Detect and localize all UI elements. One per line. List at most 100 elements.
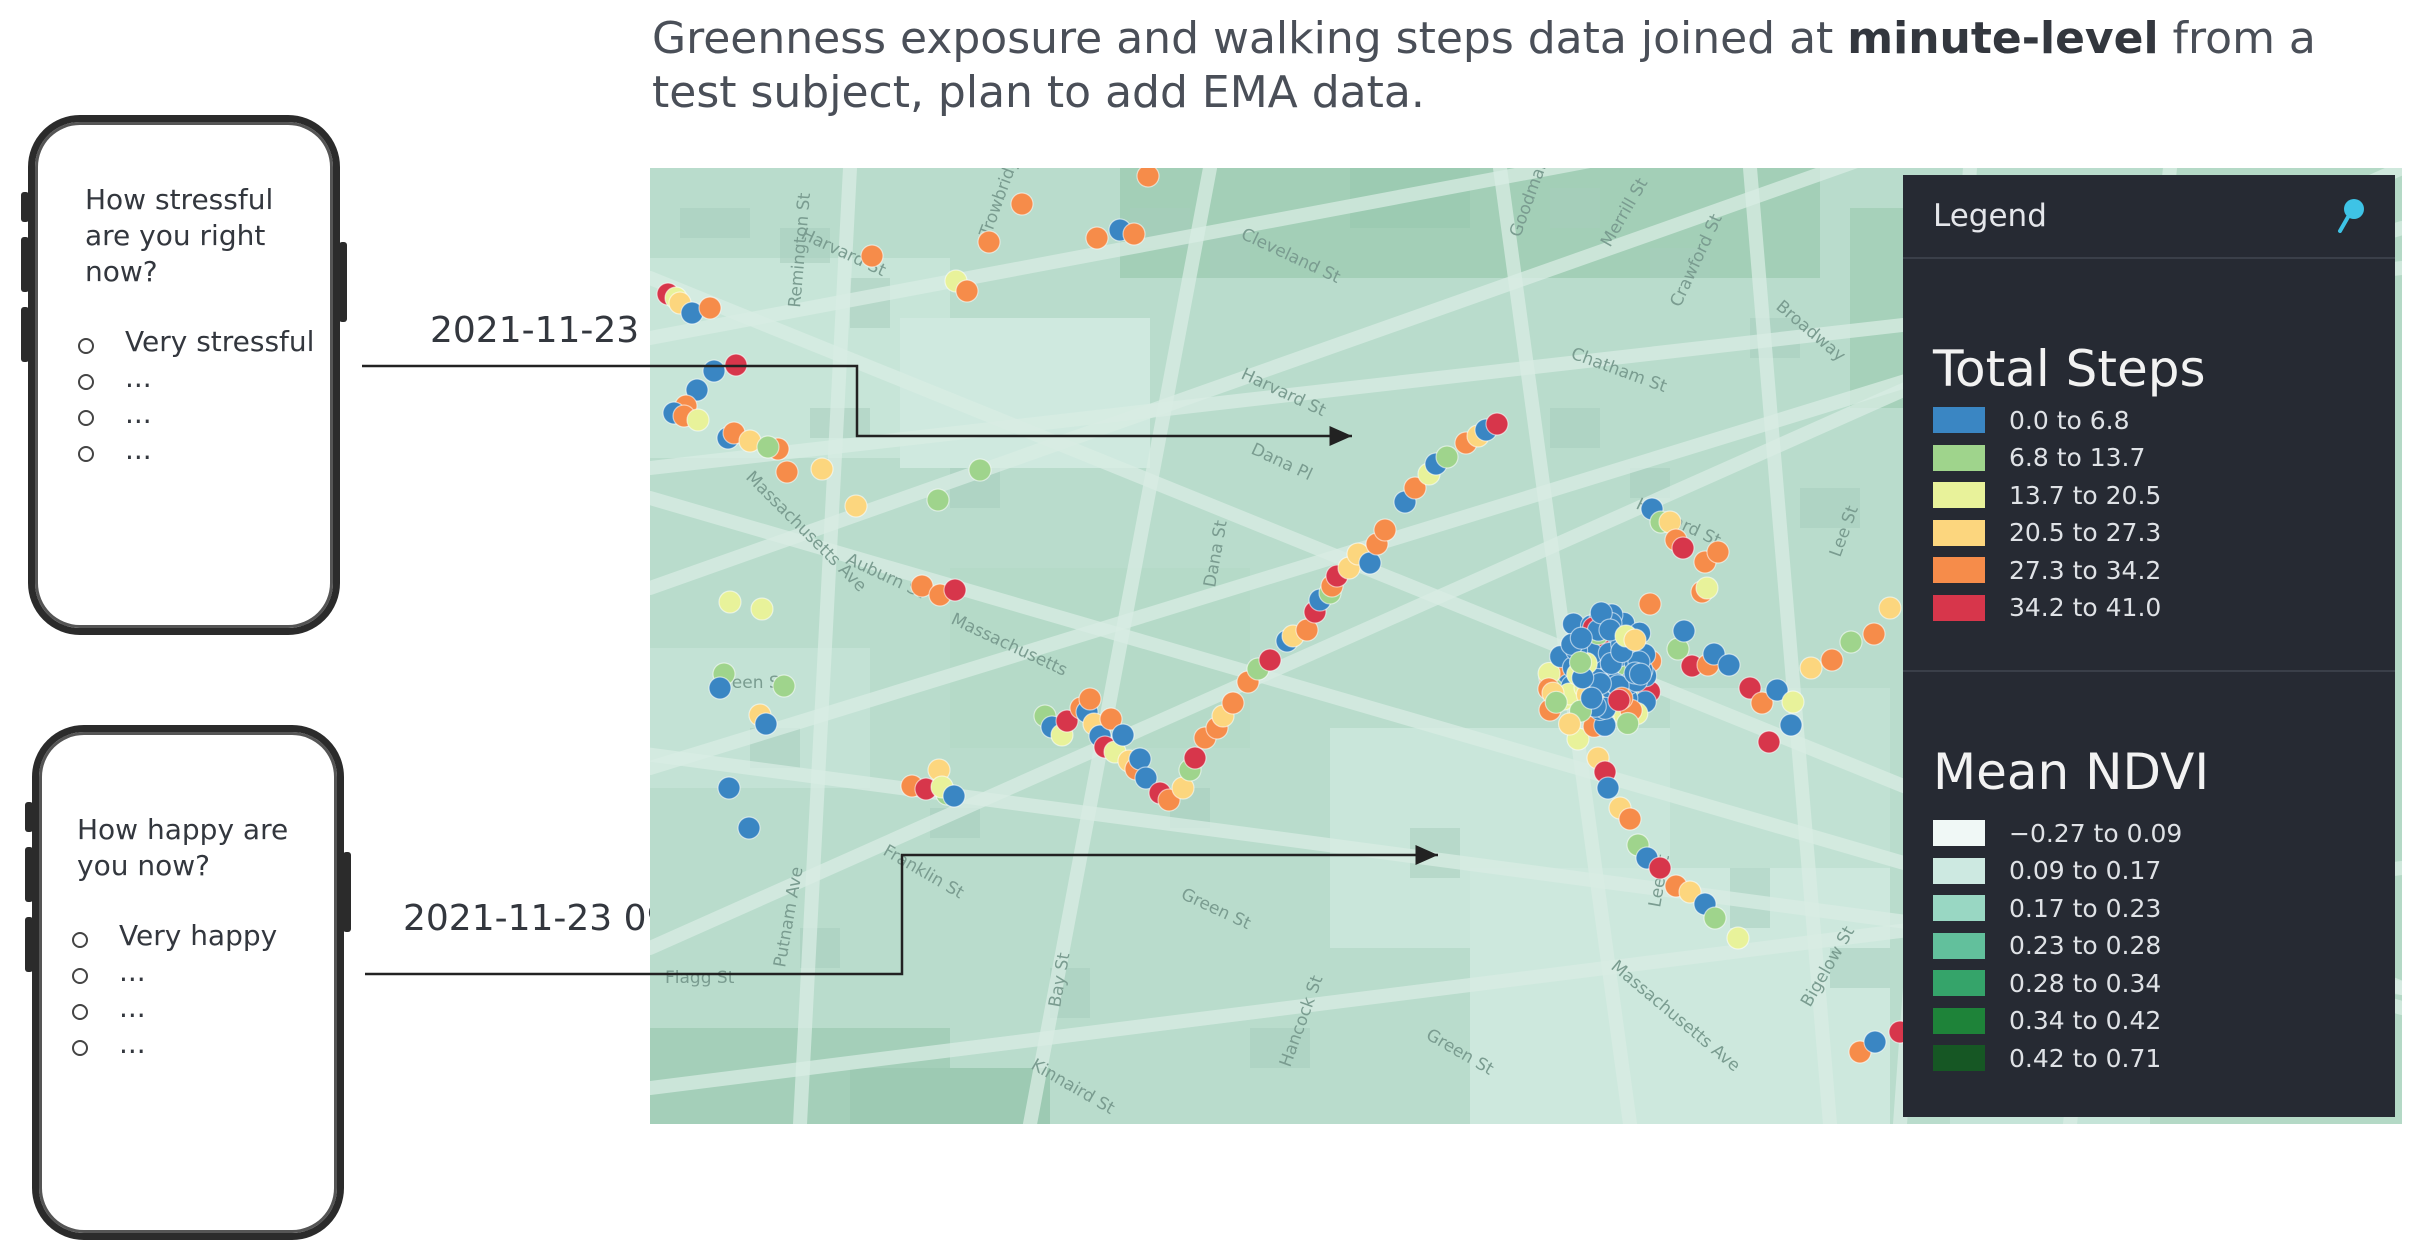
step-point[interactable]: [718, 590, 742, 614]
step-point[interactable]: [1695, 576, 1719, 600]
step-point[interactable]: [708, 676, 732, 700]
step-point[interactable]: [1671, 536, 1695, 560]
legend-label: 0.23 to 0.28: [2009, 931, 2162, 960]
phone-stress-survey: How stressful are you right now? Very st…: [21, 115, 347, 635]
step-point[interactable]: [1638, 592, 1662, 616]
step-point[interactable]: [1568, 650, 1593, 675]
step-point[interactable]: [1706, 540, 1730, 564]
street-label: Flagg St: [665, 968, 735, 988]
step-point[interactable]: [810, 457, 834, 481]
survey-option[interactable]: ...: [69, 1026, 329, 1062]
survey-option[interactable]: ...: [69, 990, 329, 1026]
step-point[interactable]: [1111, 723, 1135, 747]
legend-entry: 34.2 to 41.0: [1933, 593, 2161, 623]
survey-option[interactable]: ...: [75, 432, 315, 468]
legend-swatch: [1933, 895, 1985, 921]
legend-swatch: [1933, 820, 1985, 846]
survey-option[interactable]: Very stressful: [75, 324, 315, 360]
step-point[interactable]: [1122, 222, 1146, 246]
step-point[interactable]: [968, 458, 992, 482]
step-point[interactable]: [1607, 688, 1631, 712]
step-point[interactable]: [1085, 226, 1109, 250]
step-point[interactable]: [1628, 662, 1653, 686]
survey-option[interactable]: ...: [75, 396, 315, 432]
step-point[interactable]: [1183, 746, 1207, 770]
step-point[interactable]: [717, 776, 741, 800]
step-point[interactable]: [1757, 730, 1781, 754]
step-point[interactable]: [1703, 906, 1727, 930]
step-point[interactable]: [1435, 445, 1459, 469]
step-point[interactable]: [1618, 807, 1642, 831]
step-point[interactable]: [1862, 622, 1886, 646]
legend-entry: 0.17 to 0.23: [1933, 893, 2161, 923]
step-point[interactable]: [1596, 776, 1620, 800]
step-point[interactable]: [1648, 856, 1672, 880]
step-point[interactable]: [1580, 686, 1604, 710]
step-point[interactable]: [943, 578, 967, 602]
step-point[interactable]: [756, 435, 780, 459]
step-point[interactable]: [1623, 628, 1647, 652]
step-point[interactable]: [1373, 518, 1397, 542]
step-point[interactable]: [775, 460, 799, 484]
survey-option[interactable]: ...: [75, 360, 315, 396]
step-point[interactable]: [926, 488, 950, 512]
step-point[interactable]: [1799, 656, 1823, 680]
legend-swatch: [1933, 444, 1985, 471]
legend-entry: 13.7 to 20.5: [1933, 480, 2161, 510]
legend-label: 0.17 to 0.23: [2009, 893, 2162, 923]
step-point[interactable]: [1010, 192, 1034, 216]
legend-label: 0.42 to 0.71: [2009, 1043, 2162, 1073]
step-point[interactable]: [1221, 691, 1245, 715]
step-point[interactable]: [1485, 412, 1509, 436]
step-point[interactable]: [977, 230, 1001, 254]
step-point[interactable]: [686, 408, 710, 432]
step-point[interactable]: [1878, 596, 1902, 620]
step-point[interactable]: [1557, 712, 1582, 736]
step-point[interactable]: [1726, 926, 1750, 950]
survey-option[interactable]: ...: [69, 954, 329, 990]
step-point[interactable]: [1569, 626, 1593, 650]
legend-swatch: [1933, 594, 1985, 621]
step-point[interactable]: [942, 784, 966, 808]
legend-header: Legend: [1903, 175, 2395, 259]
step-point[interactable]: [1136, 168, 1160, 188]
step-point[interactable]: [1544, 690, 1568, 714]
step-point[interactable]: [1403, 476, 1427, 500]
step-point[interactable]: [1820, 648, 1844, 672]
step-point[interactable]: [750, 597, 774, 621]
step-point[interactable]: [860, 244, 884, 268]
legend-entry: 6.8 to 13.7: [1933, 443, 2145, 473]
step-point[interactable]: [1078, 687, 1102, 711]
legend-label: −0.27 to 0.09: [2009, 818, 2183, 848]
step-point[interactable]: [724, 353, 748, 377]
step-point[interactable]: [772, 674, 796, 698]
legend-label: 0.09 to 0.17: [2009, 856, 2162, 885]
step-point[interactable]: [754, 712, 778, 736]
step-point[interactable]: [844, 494, 868, 518]
legend-entry: 0.34 to 0.42: [1933, 1006, 2161, 1036]
step-point[interactable]: [955, 279, 979, 303]
legend-steps-title: Total Steps: [1933, 340, 2206, 398]
step-point[interactable]: [1134, 766, 1158, 790]
step-point[interactable]: [1750, 691, 1774, 715]
step-point[interactable]: [698, 296, 722, 320]
step-point[interactable]: [702, 359, 726, 383]
legend-entry: 0.42 to 0.71: [1933, 1043, 2161, 1073]
legend-swatch: [1933, 407, 1985, 433]
title-text: Greenness exposure and walking steps dat…: [652, 13, 1848, 64]
step-point[interactable]: [1839, 630, 1863, 654]
step-point[interactable]: [1765, 678, 1789, 702]
step-point[interactable]: [1672, 619, 1696, 643]
step-point[interactable]: [737, 816, 761, 840]
step-point[interactable]: [1099, 707, 1123, 731]
pin-icon[interactable]: [2337, 197, 2367, 233]
title-bold: minute-level: [1847, 13, 2159, 64]
step-point[interactable]: [1717, 653, 1741, 677]
step-point[interactable]: [1258, 648, 1282, 672]
step-point[interactable]: [1781, 690, 1805, 714]
step-point[interactable]: [1863, 1030, 1887, 1054]
figure-title: Greenness exposure and walking steps dat…: [652, 12, 2352, 120]
step-point[interactable]: [1616, 711, 1640, 736]
step-point[interactable]: [1779, 713, 1803, 737]
survey-option[interactable]: Very happy: [69, 918, 329, 954]
